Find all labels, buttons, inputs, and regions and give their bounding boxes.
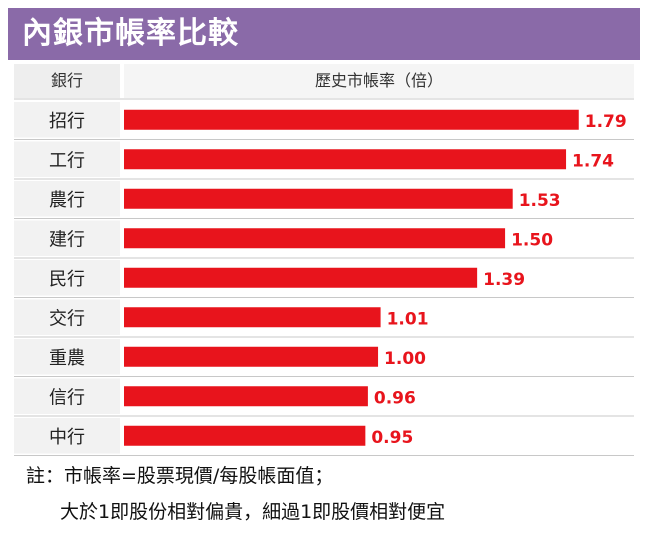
footnote-explanation: 大於1即股份相對偏貴，細過1即股價相對便宜 xyxy=(60,501,446,523)
category-label: 信行 xyxy=(49,387,85,408)
category-cell xyxy=(14,299,120,335)
bar xyxy=(124,228,506,249)
category-label: 建行 xyxy=(49,229,85,250)
value-label: 1.50 xyxy=(511,230,553,250)
category-cell xyxy=(14,102,120,138)
bar xyxy=(124,386,368,407)
bar xyxy=(124,109,579,130)
value-label: 1.39 xyxy=(483,270,525,290)
category-label: 農行 xyxy=(49,190,85,211)
bar xyxy=(124,425,366,446)
bar xyxy=(124,267,478,288)
value-label: 1.01 xyxy=(387,309,429,329)
value-label: 1.00 xyxy=(384,349,426,369)
bar xyxy=(124,149,567,170)
category-label: 民行 xyxy=(49,269,85,290)
category-cell xyxy=(14,418,120,454)
value-label: 1.79 xyxy=(585,112,627,132)
category-cell xyxy=(14,378,120,414)
category-cell xyxy=(14,141,120,177)
footnote-definition: 註：市帳率=股票現價/每股帳面值； xyxy=(26,465,334,487)
category-label: 中行 xyxy=(49,427,85,448)
category-label: 招行 xyxy=(49,111,85,132)
category-cell xyxy=(14,220,120,256)
category-label: 交行 xyxy=(49,308,85,329)
value-label: 1.53 xyxy=(519,191,561,211)
value-label: 0.96 xyxy=(374,388,416,408)
value-label: 0.95 xyxy=(371,428,413,448)
category-cell xyxy=(14,339,120,375)
bank-column-header: 銀行 xyxy=(14,64,120,98)
value-label: 1.74 xyxy=(572,151,614,171)
category-cell xyxy=(14,260,120,296)
category-cell xyxy=(14,181,120,217)
chart-title: 內銀市帳率比較 xyxy=(8,8,640,60)
bar xyxy=(124,346,379,367)
ratio-column-header: 歷史市帳率（倍） xyxy=(124,64,634,98)
bar xyxy=(124,307,381,328)
bar xyxy=(124,188,513,209)
category-label: 重農 xyxy=(49,348,85,369)
category-label: 工行 xyxy=(49,150,85,171)
